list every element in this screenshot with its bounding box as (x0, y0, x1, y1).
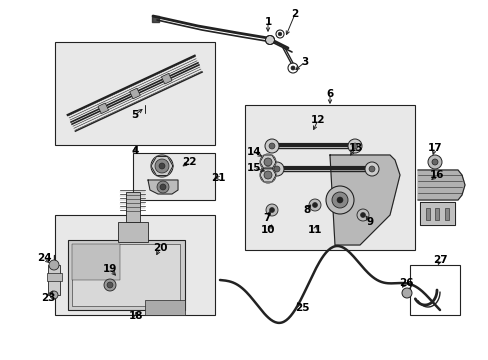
Circle shape (331, 192, 347, 208)
Bar (72, 244, 120, 280)
Bar (425, 208, 429, 220)
Bar (55, 215, 215, 315)
Text: 21: 21 (210, 173, 225, 183)
Text: 5: 5 (131, 110, 138, 120)
Circle shape (325, 186, 353, 214)
Circle shape (49, 260, 59, 270)
Circle shape (368, 166, 374, 172)
Circle shape (264, 139, 279, 153)
Polygon shape (419, 202, 454, 225)
Circle shape (273, 166, 280, 172)
Text: 25: 25 (294, 303, 308, 313)
Circle shape (347, 139, 361, 153)
Text: 2: 2 (291, 9, 298, 19)
Text: 24: 24 (37, 253, 51, 263)
Bar (98, 103, 108, 114)
Circle shape (265, 204, 278, 216)
Circle shape (265, 36, 274, 45)
Circle shape (351, 143, 357, 149)
Text: 11: 11 (307, 225, 322, 235)
Circle shape (264, 171, 271, 179)
Circle shape (269, 162, 284, 176)
Bar (434, 208, 438, 220)
Text: 6: 6 (325, 89, 333, 99)
Bar (409, 265, 459, 315)
Circle shape (155, 159, 169, 173)
Text: 1: 1 (264, 17, 271, 27)
Circle shape (160, 184, 165, 190)
Text: 8: 8 (303, 205, 310, 215)
Circle shape (268, 143, 274, 149)
Text: 4: 4 (131, 146, 139, 156)
Circle shape (151, 155, 173, 177)
Text: 17: 17 (427, 143, 442, 153)
Circle shape (50, 291, 58, 299)
Text: 3: 3 (301, 57, 308, 67)
Bar (444, 208, 448, 220)
Circle shape (107, 282, 113, 288)
Polygon shape (329, 155, 399, 245)
Text: 16: 16 (429, 170, 443, 180)
Bar (55, 42, 215, 145)
Circle shape (336, 197, 342, 203)
Circle shape (260, 154, 275, 170)
Circle shape (290, 66, 294, 70)
Bar (129, 88, 140, 99)
Polygon shape (151, 157, 173, 176)
Bar (133, 153, 215, 200)
Text: 15: 15 (246, 163, 261, 173)
Bar (48, 265, 60, 295)
Text: 14: 14 (246, 147, 261, 157)
Circle shape (312, 202, 317, 207)
Polygon shape (148, 180, 178, 194)
Bar (72, 244, 180, 306)
Bar (161, 73, 172, 84)
Circle shape (401, 288, 411, 298)
Text: 13: 13 (348, 143, 363, 153)
Circle shape (360, 212, 365, 217)
Text: 19: 19 (102, 264, 117, 274)
Circle shape (431, 159, 437, 165)
Text: 12: 12 (310, 115, 325, 125)
Text: 18: 18 (128, 311, 143, 321)
Text: 20: 20 (152, 243, 167, 253)
Bar (145, 300, 184, 315)
Circle shape (159, 163, 164, 169)
Circle shape (308, 199, 320, 211)
Text: 9: 9 (366, 217, 373, 227)
Text: 22: 22 (182, 157, 196, 167)
Circle shape (104, 279, 116, 291)
Polygon shape (417, 170, 464, 200)
Bar (126, 192, 140, 222)
Bar (68, 240, 184, 310)
Text: 7: 7 (263, 213, 270, 223)
Bar (118, 222, 148, 242)
Polygon shape (260, 155, 275, 169)
Circle shape (264, 158, 271, 166)
Circle shape (356, 209, 368, 221)
Polygon shape (260, 168, 275, 182)
Bar (244, 105, 414, 250)
Text: 26: 26 (398, 278, 412, 288)
Bar (47, 273, 62, 281)
Text: 27: 27 (432, 255, 447, 265)
Circle shape (260, 167, 275, 183)
Circle shape (364, 162, 378, 176)
Circle shape (278, 32, 281, 36)
Text: 10: 10 (260, 225, 275, 235)
Circle shape (157, 181, 169, 193)
Circle shape (427, 155, 441, 169)
Circle shape (269, 207, 274, 212)
Text: 23: 23 (41, 293, 55, 303)
